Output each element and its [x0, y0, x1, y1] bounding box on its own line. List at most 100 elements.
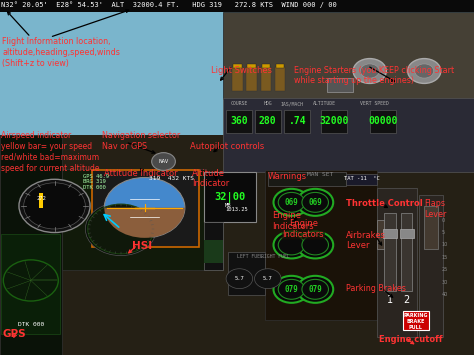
Text: 319  432 KTS: 319 432 KTS — [149, 176, 194, 181]
Bar — [62, 169, 206, 270]
Text: 0: 0 — [442, 218, 445, 223]
Text: VERT SPEED: VERT SPEED — [360, 101, 389, 106]
Circle shape — [273, 189, 310, 216]
Text: TAT -11  °C: TAT -11 °C — [344, 176, 380, 181]
Circle shape — [408, 59, 441, 83]
Bar — [255, 110, 281, 133]
Bar — [204, 172, 256, 222]
Bar — [92, 170, 199, 247]
Circle shape — [3, 260, 58, 301]
Bar — [321, 110, 347, 133]
Text: 32|00: 32|00 — [214, 192, 246, 202]
Text: Autopilot controls: Autopilot controls — [190, 142, 264, 151]
Bar — [247, 64, 256, 68]
Wedge shape — [104, 208, 185, 238]
Bar — [377, 188, 417, 337]
Bar — [424, 206, 438, 248]
Circle shape — [297, 189, 333, 216]
Text: .74: .74 — [288, 116, 306, 126]
Bar — [377, 220, 384, 248]
Circle shape — [24, 183, 85, 229]
Bar — [223, 98, 474, 172]
Bar — [403, 311, 429, 330]
Text: DTK 000: DTK 000 — [18, 322, 44, 327]
Text: IAS/MACH: IAS/MACH — [280, 101, 303, 106]
Bar — [1, 234, 60, 334]
Text: LEFT FUEL: LEFT FUEL — [237, 254, 263, 259]
Text: Airbrakes
Lever: Airbrakes Lever — [346, 231, 386, 251]
Bar — [233, 64, 242, 68]
Text: Airspeed indicator
yellow bar= your speed
red/white bad=maximum
speed for curren: Airspeed indicator yellow bar= your spee… — [1, 131, 100, 173]
Bar — [262, 64, 270, 68]
Circle shape — [302, 279, 328, 299]
Text: RIGHT FUEL: RIGHT FUEL — [261, 254, 290, 259]
Bar — [0, 0, 474, 12]
Circle shape — [278, 235, 305, 255]
Text: 079: 079 — [284, 285, 299, 294]
Text: 10: 10 — [442, 242, 448, 247]
Text: Throttle Control: Throttle Control — [346, 199, 423, 208]
Bar — [401, 213, 412, 291]
Text: 1013.25: 1013.25 — [225, 207, 248, 212]
Bar — [400, 229, 414, 238]
Text: Engine cutoff: Engine cutoff — [379, 335, 443, 344]
Text: Flight Information location,
altitude,heading,speed,winds
(Shift+z to view): Flight Information location, altitude,he… — [2, 37, 120, 68]
Text: Light Switches: Light Switches — [211, 66, 272, 75]
Bar — [383, 229, 397, 238]
Bar — [0, 12, 474, 135]
Circle shape — [85, 202, 156, 256]
Bar — [327, 78, 353, 92]
Bar — [261, 67, 271, 91]
Text: PARKING
BRAKE
PULL: PARKING BRAKE PULL — [403, 313, 428, 329]
Text: 15: 15 — [442, 255, 448, 260]
Text: 40: 40 — [442, 292, 448, 297]
Circle shape — [415, 64, 434, 78]
Text: 5.7: 5.7 — [263, 276, 273, 281]
Bar — [268, 172, 346, 186]
Bar — [204, 222, 223, 270]
Text: Warnings: Warnings — [268, 172, 307, 181]
Text: 272: 272 — [37, 196, 46, 201]
Circle shape — [278, 279, 305, 299]
Text: BRG 319: BRG 319 — [83, 179, 106, 184]
Bar — [384, 213, 396, 291]
Circle shape — [104, 178, 185, 238]
Text: 069: 069 — [284, 198, 299, 207]
Text: Engine
Indicators: Engine Indicators — [273, 211, 314, 231]
Bar — [370, 110, 396, 133]
Circle shape — [88, 204, 154, 254]
Bar — [246, 67, 257, 91]
Text: 5.7: 5.7 — [235, 276, 244, 281]
Text: GPS: GPS — [2, 329, 26, 339]
Text: HDG: HDG — [264, 101, 272, 106]
Circle shape — [297, 231, 333, 258]
Text: 079: 079 — [308, 285, 322, 294]
Bar — [0, 135, 62, 355]
Text: GPS 46.9: GPS 46.9 — [83, 174, 109, 179]
Bar — [276, 64, 284, 68]
Text: Flaps
Lever: Flaps Lever — [424, 199, 447, 219]
Text: Altitude
Indicator: Altitude Indicator — [192, 169, 229, 189]
Circle shape — [302, 235, 328, 255]
Text: N32° 20.05'  E28° 54.53'  ALT  32000.4 FT.   HDG 319   272.8 KTS  WIND 000 / 00: N32° 20.05' E28° 54.53' ALT 32000.4 FT. … — [1, 1, 337, 8]
Text: MB: MB — [225, 203, 232, 208]
Circle shape — [278, 192, 305, 212]
Text: Attitude Indicator: Attitude Indicator — [104, 169, 178, 178]
Circle shape — [273, 231, 310, 258]
Text: NAV: NAV — [158, 159, 169, 164]
Text: COURSE: COURSE — [231, 101, 248, 106]
Text: DTK 000: DTK 000 — [83, 185, 106, 190]
Bar — [223, 12, 474, 99]
Bar — [39, 193, 43, 208]
Circle shape — [360, 64, 379, 78]
Text: 2: 2 — [403, 295, 410, 305]
Circle shape — [19, 179, 90, 233]
Bar — [228, 252, 265, 295]
Text: MAN SET: MAN SET — [307, 172, 333, 177]
Bar — [226, 110, 252, 133]
Text: HSI: HSI — [132, 241, 152, 251]
Bar — [204, 240, 223, 263]
Text: 280: 280 — [259, 116, 277, 126]
Text: ALTITUDE: ALTITUDE — [313, 101, 336, 106]
Circle shape — [353, 59, 386, 83]
